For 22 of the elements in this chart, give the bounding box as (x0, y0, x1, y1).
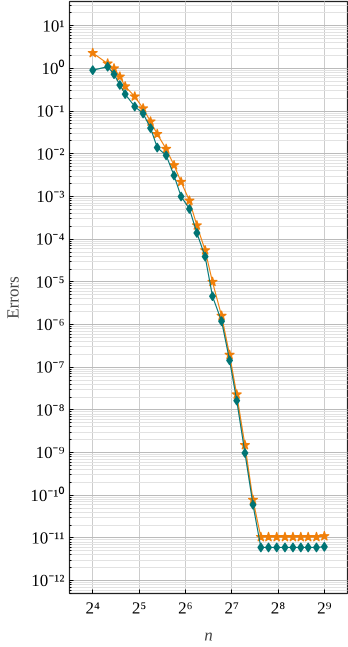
y-tick-label: 10⁻⁴ (36, 230, 65, 249)
y-tick-label: 10⁻¹ (36, 102, 65, 121)
y-tick-label: 10⁻⁷ (36, 358, 65, 377)
x-tick-label: 2⁷ (224, 598, 239, 618)
y-tick-label: 10⁻⁶ (36, 315, 65, 334)
y-tick-label: 10⁻⁹ (36, 443, 65, 462)
y-tick-label: 10¹ (42, 16, 65, 36)
x-axis-title: n (204, 626, 213, 644)
y-tick-label: 10⁻² (36, 144, 65, 164)
y-tick-label: 10⁻¹⁰ (30, 486, 65, 505)
y-tick-label: 10⁻⁸ (36, 400, 65, 420)
x-tick-label: 2⁶ (178, 598, 193, 618)
x-tick-label: 2⁹ (317, 598, 332, 618)
y-tick-label: 10⁻¹¹ (31, 528, 65, 548)
y-tick-label: 10⁻⁵ (36, 272, 65, 292)
x-tick-label: 2⁵ (132, 598, 146, 618)
y-tick-label: 10⁻³ (36, 186, 65, 206)
x-tick-label: 2⁸ (270, 598, 286, 618)
x-tick-label: 2⁴ (86, 598, 100, 618)
y-tick-label: 10⁰ (42, 58, 64, 78)
y-tick-label: 10⁻¹² (31, 571, 65, 590)
y-axis-title: Errors (3, 276, 22, 319)
